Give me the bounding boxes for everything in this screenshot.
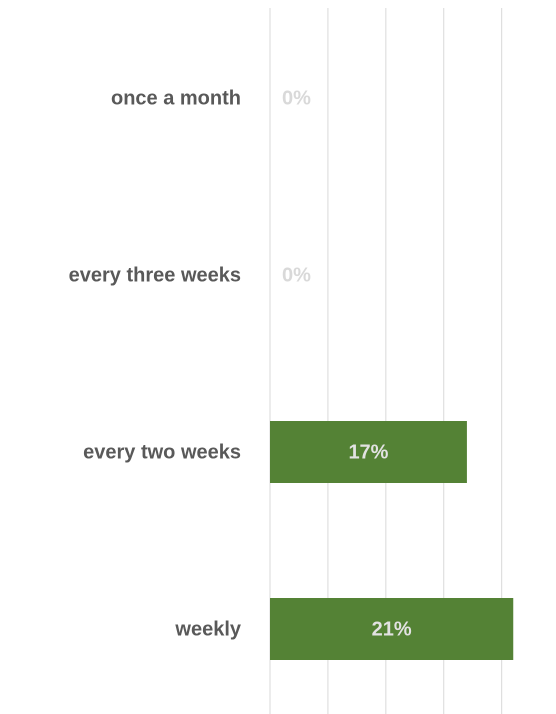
data-label: 21% — [372, 618, 412, 640]
y-tick-label: weekly — [174, 618, 241, 640]
y-tick-label: every two weeks — [83, 441, 241, 463]
data-label: 17% — [348, 441, 388, 463]
bar — [270, 598, 514, 660]
y-tick-label: once a month — [111, 87, 241, 109]
bar — [270, 421, 467, 483]
data-label: 0% — [282, 87, 311, 109]
y-tick-label: every three weeks — [69, 264, 241, 286]
data-label: 0% — [282, 264, 311, 286]
